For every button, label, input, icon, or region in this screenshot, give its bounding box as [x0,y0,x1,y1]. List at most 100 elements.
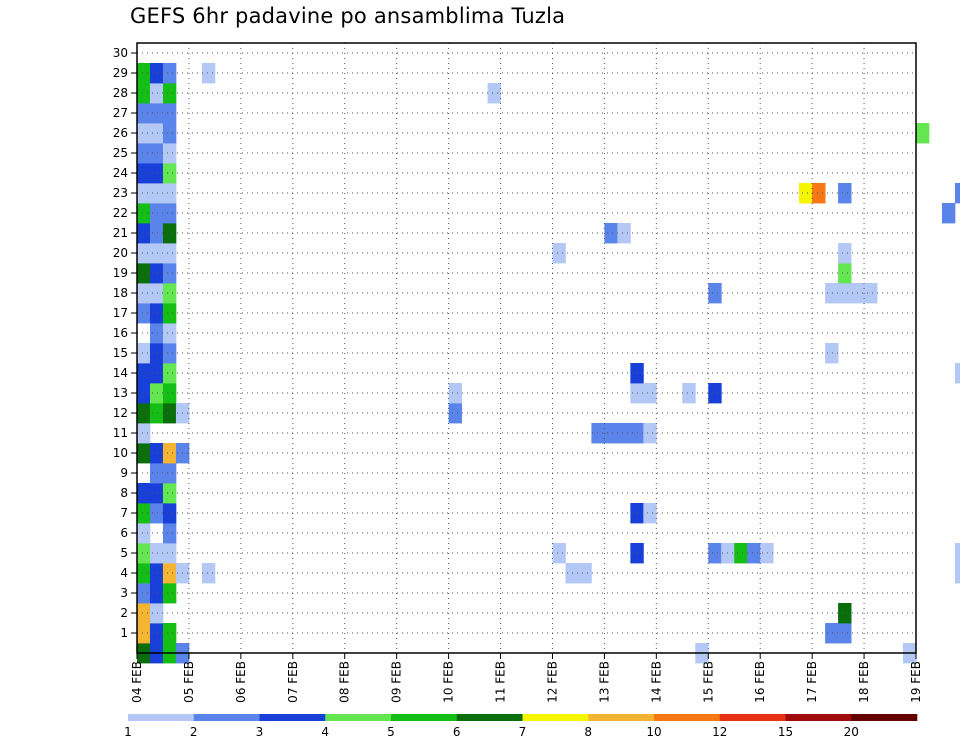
colorbar-label: 12 [712,725,727,739]
y-tick-label: 29 [113,66,128,80]
precip-cell [137,163,151,184]
chart-title: GEFS 6hr padavine po ansamblima Tuzla [130,4,566,28]
y-tick-label: 27 [113,106,128,120]
precip-cell [734,543,748,564]
precip-cell [137,303,151,324]
colorbar-segment [654,714,721,721]
precip-cell [137,363,151,384]
grid-lines [136,43,917,654]
precip-cell [162,183,177,204]
precip-cell [137,263,151,284]
precip-cell [149,383,164,404]
precip-cell [137,603,151,624]
precip-cell [137,383,151,404]
precip-cell [201,563,216,584]
precip-cell [162,483,177,504]
precip-cell [162,523,177,544]
precip-cell [812,183,826,204]
y-tick-label: 4 [120,566,128,580]
x-tick-label: 19 FEB [909,661,923,703]
precip-cell [578,563,592,584]
y-tick-label: 16 [113,326,128,340]
precip-cell [137,523,151,544]
precip-cell [162,243,177,264]
precip-cell [149,263,164,284]
precip-cell [137,483,151,504]
y-tick-label: 7 [120,506,128,520]
y-tick-label: 21 [113,226,128,240]
precip-cell [149,83,164,104]
precip-cell [149,403,164,424]
precip-cell [149,603,164,624]
precip-cell [137,243,151,264]
x-tick-label: 08 FEB [338,661,352,703]
precip-cell [162,403,177,424]
precip-cell [149,563,164,584]
precip-cell [838,243,852,264]
precip-cell [137,123,151,144]
y-tick-label: 10 [113,446,128,460]
y-tick-label: 28 [113,86,128,100]
precip-cell [838,283,852,304]
precip-cell [552,243,566,264]
precip-cell [682,383,696,404]
precip-cell [617,423,631,444]
precip-cell [162,543,177,564]
precip-cell [149,543,164,564]
precip-cell [604,423,618,444]
precip-cell [137,143,151,164]
colorbar-label: 5 [387,725,395,739]
x-tick-label: 11 FEB [494,661,508,703]
x-tick-label: 18 FEB [857,661,871,703]
precip-cell [162,463,177,484]
precip-cell [162,363,177,384]
colorbar-label: 10 [646,725,661,739]
precip-cell [643,423,657,444]
y-tick-label: 2 [120,606,128,620]
precip-cell [487,83,501,104]
precip-cell [162,303,177,324]
precip-cell [137,203,151,224]
y-tick-label: 18 [113,286,128,300]
colorbar-segment [522,714,589,721]
precip-cell [708,383,722,404]
x-tick-label: 14 FEB [649,661,663,703]
x-tick-label: 09 FEB [390,661,404,703]
precip-cell [162,203,177,224]
precip-cell [708,283,722,304]
x-tick-label: 13 FEB [597,661,611,703]
x-tick-label: 10 FEB [442,661,456,703]
y-tick-label: 13 [113,386,128,400]
colorbar-segment [851,714,918,721]
precip-cell [149,463,164,484]
precip-cell [825,343,839,364]
precip-cell [916,123,930,144]
precip-cell [838,183,852,204]
precip-cell [838,263,852,284]
colorbar-segment [719,714,786,721]
precip-cell [162,83,177,104]
precip-cell [838,603,852,624]
precip-cell [864,283,878,304]
colorbar-segment [391,714,458,721]
precip-cell [643,503,657,524]
precip-cell [137,543,151,564]
precip-cell [149,483,164,504]
precip-cell [137,223,151,244]
colorbar-label: 6 [453,725,461,739]
y-tick-label: 25 [113,146,128,160]
precip-cell [149,623,164,644]
precip-cell [617,223,631,244]
colorbar-label: 8 [584,725,592,739]
colorbar-segment [193,714,260,721]
x-axis-ticks: 04 FEB 05 FEB 06 FEB 07 FEB 08 FEB 09 FEB 10 F… [130,653,923,703]
colorbar-segment [588,714,655,721]
colorbar-label: 4 [321,725,329,739]
precip-cell [954,183,960,204]
precip-cell [149,63,164,84]
y-tick-label: 1 [120,626,128,640]
y-tick-label: 9 [120,466,128,480]
y-axis-ticks: 1234567891011121314151617181920212223242… [113,46,137,640]
colorbar-label: 1 [124,725,132,739]
